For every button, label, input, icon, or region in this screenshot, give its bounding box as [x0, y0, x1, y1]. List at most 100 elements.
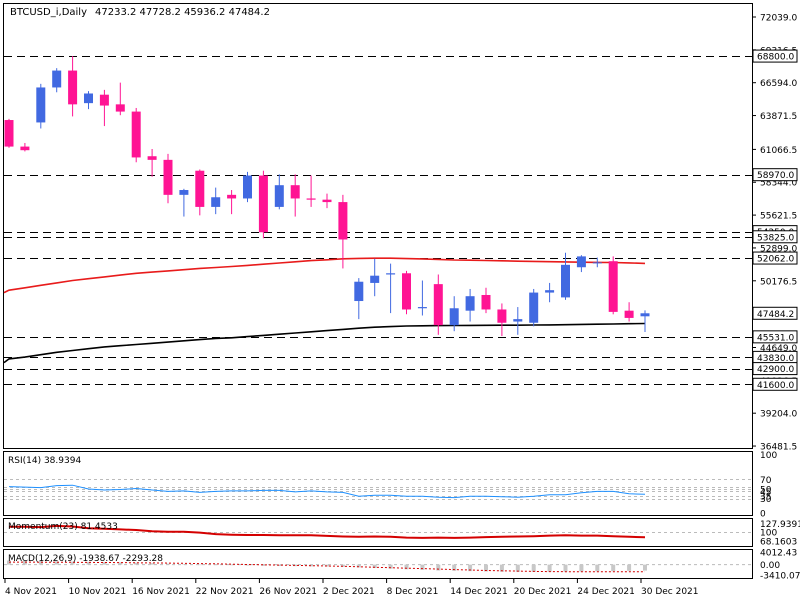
candle-body [608, 261, 618, 312]
y-tick-label: 58344.0 [760, 179, 797, 189]
rsi-title: RSI(14) 38.9394 [8, 456, 81, 466]
level-label-box [752, 377, 798, 391]
candle-body [290, 185, 300, 199]
macd-histogram-bar [563, 564, 568, 572]
macd-histogram-bar [181, 564, 186, 565]
candlestick [370, 258, 380, 297]
candlestick [4, 118, 14, 148]
macd-histogram-bar [70, 561, 75, 565]
candle-body [386, 273, 396, 275]
macd-histogram-bar [452, 564, 457, 571]
candle-body [529, 292, 539, 323]
macd-histogram-bar [166, 563, 170, 565]
rsi-tick-label: 30 [760, 495, 772, 505]
candlestick [433, 274, 443, 335]
candlestick [68, 56, 78, 117]
macd-histogram-bar [388, 564, 393, 569]
macd-panel-frame [3, 549, 753, 579]
candlestick [211, 187, 221, 215]
y-tick-label: 52899.0 [760, 244, 797, 254]
candlestick [163, 153, 173, 204]
macd-histogram-bar [547, 564, 552, 572]
macd-histogram-bar [372, 564, 377, 569]
candlestick [322, 193, 332, 209]
x-tick-label: 22 Nov 2021 [196, 587, 254, 597]
candle-body [243, 175, 252, 199]
macd-histogram-bar [643, 564, 647, 571]
candlestick [624, 302, 634, 322]
candlestick [402, 270, 411, 315]
candle-body [592, 262, 602, 264]
candle-body [274, 185, 284, 207]
rsi-tick-label: 35 [760, 493, 771, 503]
level-label: 43830.0 [757, 354, 794, 364]
level-label-box [752, 230, 798, 244]
x-tick-label: 26 Nov 2021 [259, 587, 317, 597]
candle-body [640, 313, 650, 317]
y-tick-label: 66594.0 [760, 79, 797, 89]
macd-histogram-bar [579, 564, 584, 572]
level-label: 53825.0 [757, 233, 794, 243]
candlestick [274, 174, 284, 210]
x-tick-label: 30 Dec 2021 [641, 587, 699, 597]
candlestick [84, 91, 93, 110]
momentum-title: Momentum(23) 81.4533 [8, 522, 118, 532]
momentum-line [9, 524, 646, 539]
candlestick [290, 174, 300, 217]
candlestick [640, 310, 650, 332]
y-tick-label: 50176.5 [760, 277, 797, 287]
macd-histogram-bar [102, 562, 107, 565]
candle-body [402, 273, 411, 310]
x-tick-label: 4 Nov 2021 [5, 587, 57, 597]
level-label: 41600.0 [757, 381, 794, 391]
candle-body [258, 175, 268, 233]
macd-tick-label: 4012.43 [760, 549, 797, 559]
ohlc-readout: 47233.2 47728.2 45936.2 47484.2 [95, 7, 270, 18]
candlestick [561, 252, 570, 300]
candle-body [354, 281, 364, 302]
candlestick [147, 148, 157, 177]
candlestick [20, 142, 30, 152]
macd-histogram-bar [229, 564, 234, 566]
candle-body [211, 197, 221, 207]
y-tick-label: 63871.5 [760, 112, 797, 122]
level-label-box [752, 168, 798, 182]
candlestick [179, 188, 189, 217]
candlestick [52, 68, 62, 93]
level-label: 45531.0 [757, 333, 794, 343]
level-label: 68800.0 [757, 53, 794, 63]
candle-body [147, 156, 157, 160]
candlestick [417, 280, 427, 316]
rsi-tick-label: 70 [760, 476, 772, 486]
macd-histogram-bar [293, 564, 298, 567]
candle-body [20, 146, 30, 151]
level-label: 52062.0 [757, 255, 794, 265]
y-tick-label: 44649.0 [760, 344, 797, 354]
candlestick [258, 170, 268, 239]
macd-histogram-bar [7, 560, 11, 565]
macd-histogram-bar [325, 564, 329, 567]
rsi-tick-label: 100 [760, 451, 777, 461]
candle-body [322, 199, 332, 203]
macd-histogram-bar [420, 564, 425, 570]
candle-body [163, 159, 173, 195]
candlestick [306, 175, 316, 207]
momentum-panel-frame [3, 518, 753, 547]
macd-histogram-bar [404, 564, 409, 570]
candlestick [608, 256, 618, 315]
macd-histogram-bar [22, 560, 27, 565]
candle-body [306, 198, 316, 200]
candlestick [497, 303, 507, 337]
candlestick [513, 307, 523, 335]
candlestick [99, 89, 109, 127]
macd-histogram-bar [54, 561, 59, 565]
level-label: 58970.0 [757, 171, 794, 181]
macd-histogram-bar [356, 564, 361, 568]
macd-histogram-bar [515, 564, 520, 572]
candle-body [131, 111, 141, 158]
momentum-tick-label: 127.9391 [760, 520, 800, 530]
main-panel-frame [3, 3, 753, 449]
candle-body [4, 120, 14, 147]
candle-body [545, 290, 555, 293]
